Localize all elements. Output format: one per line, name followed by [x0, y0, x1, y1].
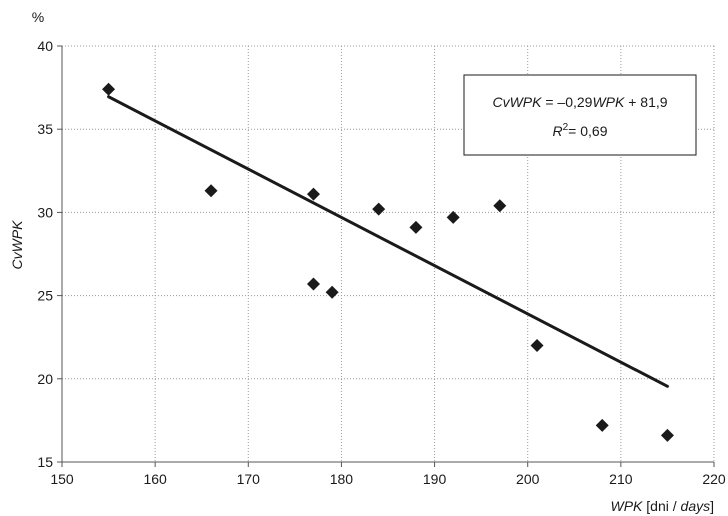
y-tick-label: 20: [37, 371, 53, 387]
x-tick-label: 190: [423, 471, 447, 487]
eq-lhs: CvWPK: [492, 94, 542, 110]
eq-r-superscript: 2: [563, 122, 569, 133]
equation-line-1: CvWPK = –0,29WPK + 81,9: [492, 94, 667, 110]
eq-rhs: + 81,9: [624, 94, 667, 110]
axes: [57, 45, 715, 467]
x-tick-label: 220: [702, 471, 726, 487]
y-tick-label: 25: [37, 288, 53, 304]
data-point: [446, 210, 460, 224]
trendline-layer: [107, 95, 669, 388]
x-tick-label: 180: [330, 471, 354, 487]
y-unit-label: %: [32, 9, 44, 25]
x-axis-title-unit-suffix: ]: [710, 498, 714, 514]
x-tick-label: 200: [516, 471, 540, 487]
eq-r: R: [552, 123, 562, 139]
equation-box-frame: [463, 74, 697, 156]
data-points: [102, 82, 674, 442]
data-point: [409, 220, 423, 234]
equation-box: CvWPK = –0,29WPK + 81,9 R2= 0,69: [463, 74, 697, 156]
tick-labels: 150 160 170 180 190 200 210 220 15 20 25 30 35 40: [37, 38, 725, 487]
x-tick-label: 160: [143, 471, 167, 487]
eq-r-value: = 0,69: [568, 123, 608, 139]
x-axis-title-unit: days: [681, 498, 711, 514]
eq-var: WPK: [592, 94, 625, 110]
data-point: [372, 202, 386, 216]
eq-middle: = –0,29: [541, 94, 592, 110]
data-point: [530, 339, 544, 353]
data-point: [660, 428, 674, 442]
y-axis-title: CvWPK: [9, 220, 25, 270]
data-point: [493, 199, 507, 213]
grid: [62, 45, 715, 462]
data-point: [325, 285, 339, 299]
x-axis-title-unit-prefix: [dni /: [642, 498, 680, 514]
y-tick-label: 15: [37, 454, 53, 470]
equation-line-2: R2= 0,69: [552, 122, 607, 139]
data-point: [306, 277, 320, 291]
data-point: [306, 187, 320, 201]
y-tick-label: 30: [37, 204, 53, 220]
trendline: [107, 95, 669, 388]
x-axis-title-main: WPK: [611, 498, 644, 514]
data-point: [204, 184, 218, 198]
x-tick-label: 210: [609, 471, 633, 487]
data-point: [595, 418, 609, 432]
data-point: [102, 82, 116, 96]
y-tick-label: 35: [37, 121, 53, 137]
y-tick-label: 40: [37, 38, 53, 54]
x-tick-label: 170: [237, 471, 261, 487]
x-tick-label: 150: [50, 471, 74, 487]
x-axis-title: WPK [dni / days]: [611, 498, 715, 514]
